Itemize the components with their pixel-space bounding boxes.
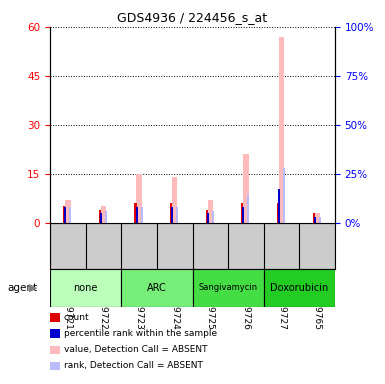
Bar (50, 269, 121, 307)
Bar (170, 203, 172, 223)
Title: GDS4936 / 224456_s_at: GDS4936 / 224456_s_at (117, 11, 268, 24)
Bar (69, 207, 72, 223)
Bar (141, 207, 142, 223)
Bar (243, 207, 244, 223)
Text: none: none (74, 283, 98, 293)
Bar (279, 37, 284, 223)
Text: value, Detection Call = ABSENT: value, Detection Call = ABSENT (64, 345, 207, 354)
Bar (212, 211, 214, 223)
Bar (313, 213, 315, 223)
Bar (318, 217, 321, 223)
Bar (192, 269, 264, 307)
Text: ARC: ARC (147, 283, 167, 293)
Text: Sangivamycin: Sangivamycin (199, 283, 258, 293)
Bar (101, 207, 106, 223)
Bar (247, 195, 249, 223)
Text: Doxorubicin: Doxorubicin (270, 283, 328, 293)
Text: count: count (64, 313, 89, 322)
Bar (100, 213, 102, 223)
Bar (64, 207, 67, 223)
Bar (278, 189, 280, 223)
Bar (171, 207, 173, 223)
Bar (208, 200, 213, 223)
Text: ▶: ▶ (28, 283, 37, 293)
Bar (136, 174, 142, 223)
Bar (134, 203, 137, 223)
Bar (99, 210, 101, 223)
Text: percentile rank within the sample: percentile rank within the sample (64, 329, 217, 338)
Text: agent: agent (8, 283, 38, 293)
Bar (207, 213, 209, 223)
Bar (243, 154, 249, 223)
Bar (315, 213, 320, 223)
Bar (105, 211, 107, 223)
Bar (136, 207, 138, 223)
Bar (283, 168, 285, 223)
Bar (176, 207, 178, 223)
Bar (63, 207, 65, 223)
Bar (206, 210, 208, 223)
Bar (313, 217, 316, 223)
Bar (277, 203, 279, 223)
Bar (121, 269, 192, 307)
Bar (264, 269, 335, 307)
Bar (65, 200, 70, 223)
Text: rank, Detection Call = ABSENT: rank, Detection Call = ABSENT (64, 361, 203, 371)
Bar (241, 203, 243, 223)
Bar (172, 177, 177, 223)
